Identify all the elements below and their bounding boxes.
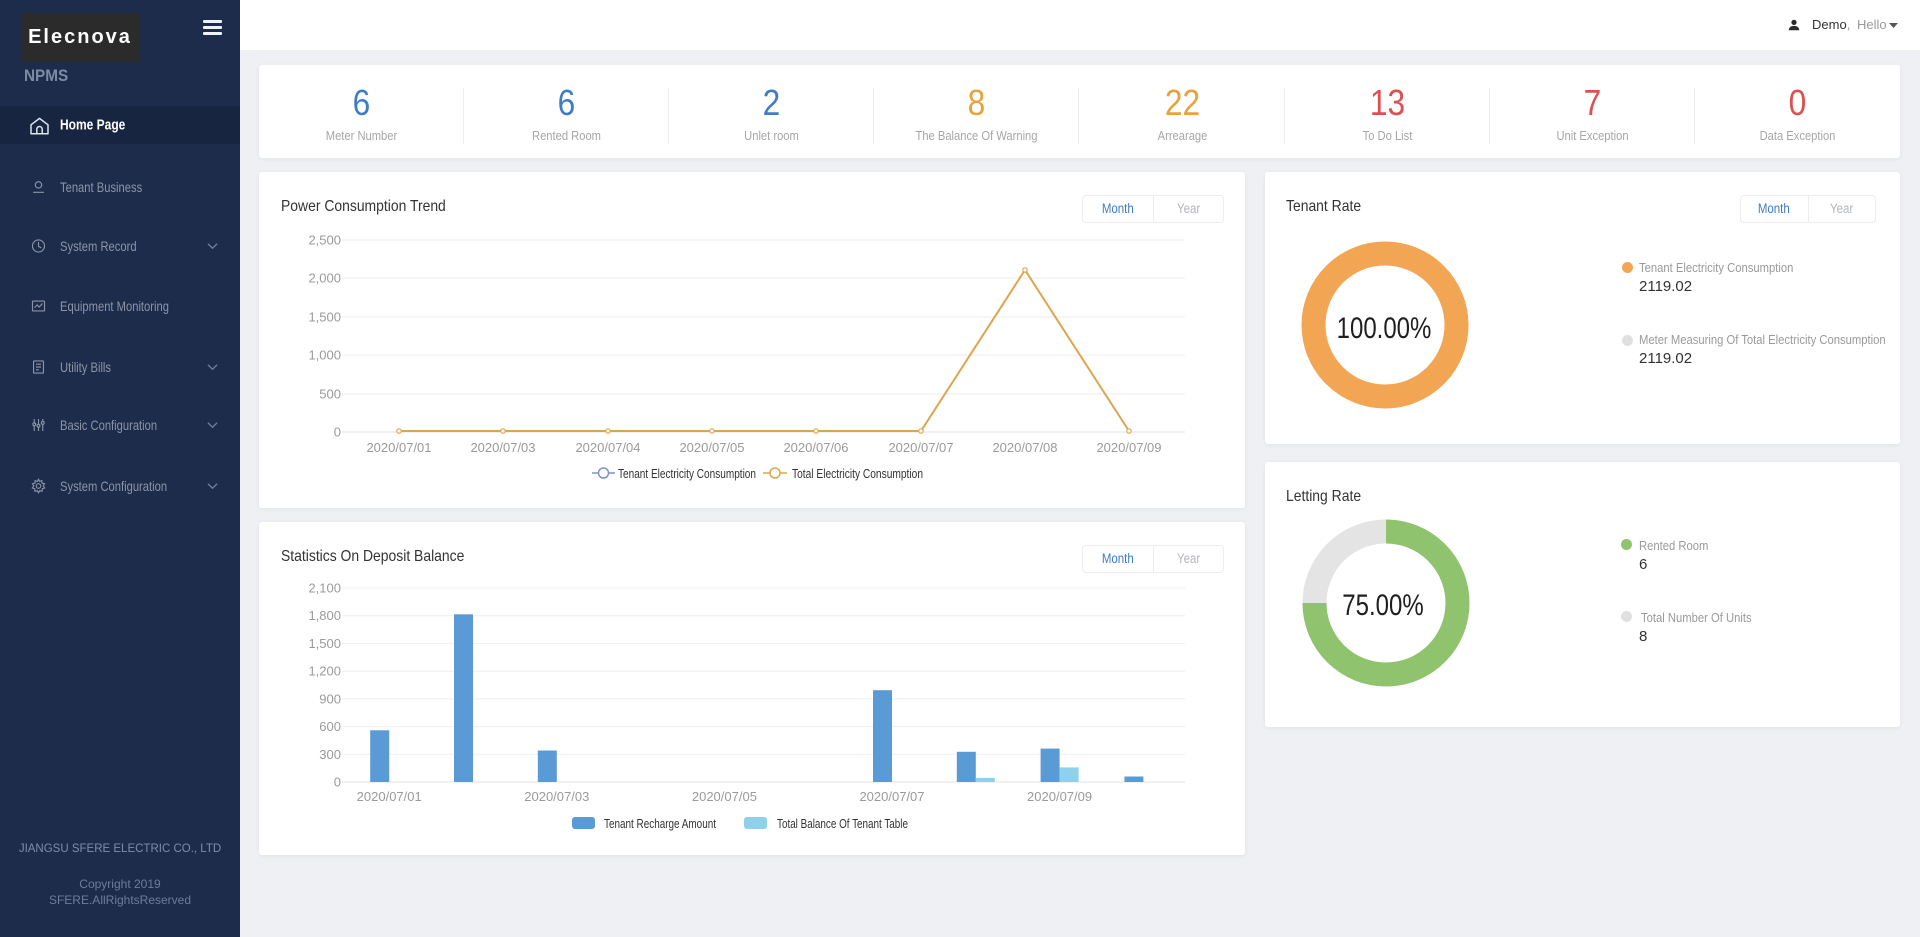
svg-text:2020/07/03: 2020/07/03 [470, 440, 535, 455]
svg-text:2,100: 2,100 [308, 581, 341, 596]
svg-text:2020/07/09: 2020/07/09 [1027, 789, 1092, 804]
svg-text:2020/07/07: 2020/07/07 [859, 789, 924, 804]
svg-text:Tenant Recharge Amount: Tenant Recharge Amount [604, 816, 716, 831]
svg-text:2020/07/01: 2020/07/01 [357, 789, 422, 804]
svg-text:900: 900 [319, 691, 341, 706]
svg-text:2,500: 2,500 [308, 233, 341, 248]
svg-text:1,500: 1,500 [308, 310, 341, 325]
svg-text:2,000: 2,000 [308, 271, 341, 286]
svg-text:2020/07/04: 2020/07/04 [575, 440, 640, 455]
svg-text:2020/07/05: 2020/07/05 [692, 789, 757, 804]
svg-text:300: 300 [319, 747, 341, 762]
svg-text:2020/07/06: 2020/07/06 [783, 440, 848, 455]
svg-text:2020/07/05: 2020/07/05 [679, 440, 744, 455]
svg-text:2020/07/03: 2020/07/03 [524, 789, 589, 804]
svg-text:600: 600 [319, 719, 341, 734]
svg-text:Tenant Electricity Consumption: Tenant Electricity Consumption [618, 466, 756, 481]
svg-text:1,200: 1,200 [308, 664, 341, 679]
svg-text:Total Balance Of Tenant Table: Total Balance Of Tenant Table [777, 816, 908, 831]
svg-text:2020/07/08: 2020/07/08 [992, 440, 1057, 455]
svg-text:0: 0 [334, 425, 341, 440]
svg-text:Total Electricity Consumption: Total Electricity Consumption [792, 466, 923, 481]
svg-text:2020/07/01: 2020/07/01 [366, 440, 431, 455]
svg-text:2020/07/07: 2020/07/07 [888, 440, 953, 455]
svg-text:500: 500 [319, 387, 341, 402]
svg-text:1,000: 1,000 [308, 348, 341, 363]
svg-text:2020/07/09: 2020/07/09 [1096, 440, 1161, 455]
svg-text:0: 0 [334, 775, 341, 790]
svg-text:1,800: 1,800 [308, 608, 341, 623]
svg-text:1,500: 1,500 [308, 636, 341, 651]
